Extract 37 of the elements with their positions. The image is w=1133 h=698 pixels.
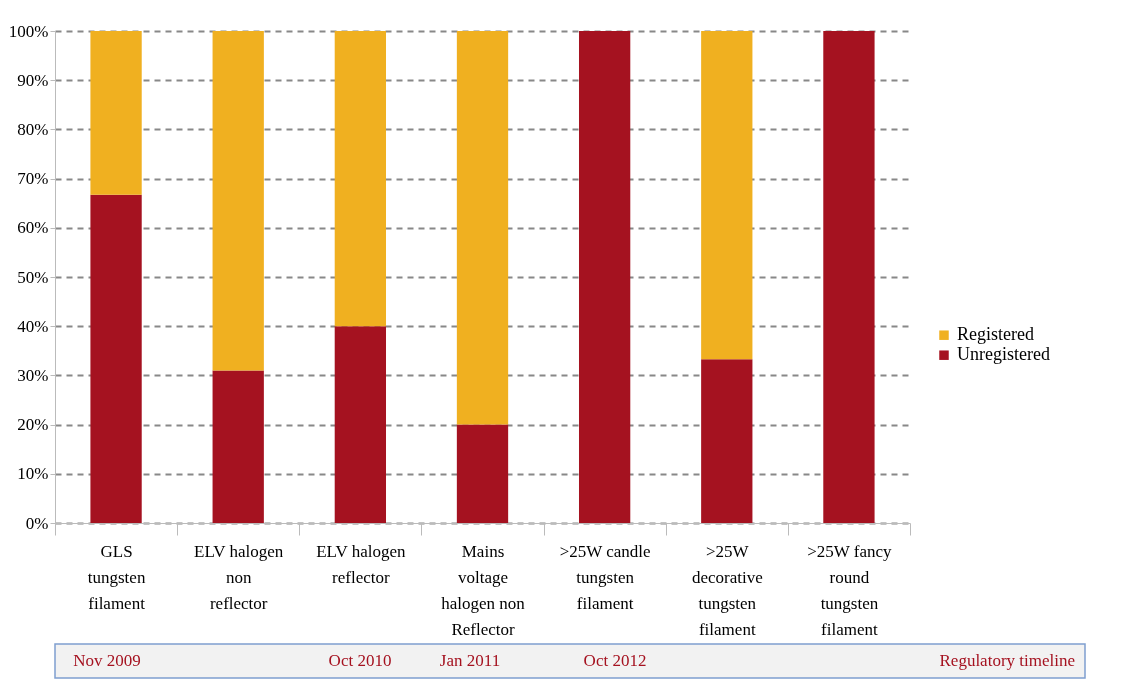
y-tick-label: 80% — [17, 119, 49, 139]
text: Nov 2009 — [73, 651, 141, 670]
bar — [334, 326, 387, 523]
text: Oct 2012 — [583, 651, 647, 670]
x-tick-label: Mains voltage halogen non Reflector — [441, 541, 526, 639]
y-tick-label: 70% — [17, 169, 49, 189]
y-tick-label: 50% — [17, 267, 49, 287]
y-tick-label: 90% — [17, 70, 49, 90]
text: Jan 2011 — [439, 651, 501, 670]
bar — [701, 31, 753, 360]
bar — [456, 424, 509, 523]
x-tick-label: ELV halogen reflector — [316, 541, 406, 587]
bar — [90, 31, 142, 195]
y-tick-label: 60% — [17, 218, 49, 238]
x-tick-label: >25W candle tungsten filament — [559, 541, 651, 613]
y-tick-label: 30% — [17, 365, 49, 385]
x-tick-label: >25W decorative tungsten filament — [691, 541, 763, 639]
y-tick-label: 100% — [8, 21, 49, 41]
bar — [578, 31, 631, 523]
legend-label: Registered — [957, 324, 1034, 345]
bar — [823, 31, 875, 523]
y-tick-label: 10% — [17, 464, 49, 484]
x-tick-label: GLS tungsten filament — [87, 541, 146, 613]
bar — [456, 31, 509, 425]
bar — [212, 31, 264, 371]
legend-label: Unregistered — [957, 344, 1050, 365]
bar — [334, 31, 387, 327]
bar — [90, 194, 142, 523]
text: Oct 2010 — [328, 651, 392, 670]
bar — [701, 359, 753, 523]
text: Regulatory timeline — [939, 651, 1075, 670]
x-tick-label: >25W fancy round tungsten filament — [807, 541, 893, 639]
y-tick-label: 20% — [17, 415, 49, 435]
bar — [212, 370, 264, 523]
x-tick-label: ELV halogen non reflector — [194, 541, 284, 613]
y-tick-label: 40% — [17, 316, 49, 336]
y-tick-label: 0% — [25, 513, 49, 533]
